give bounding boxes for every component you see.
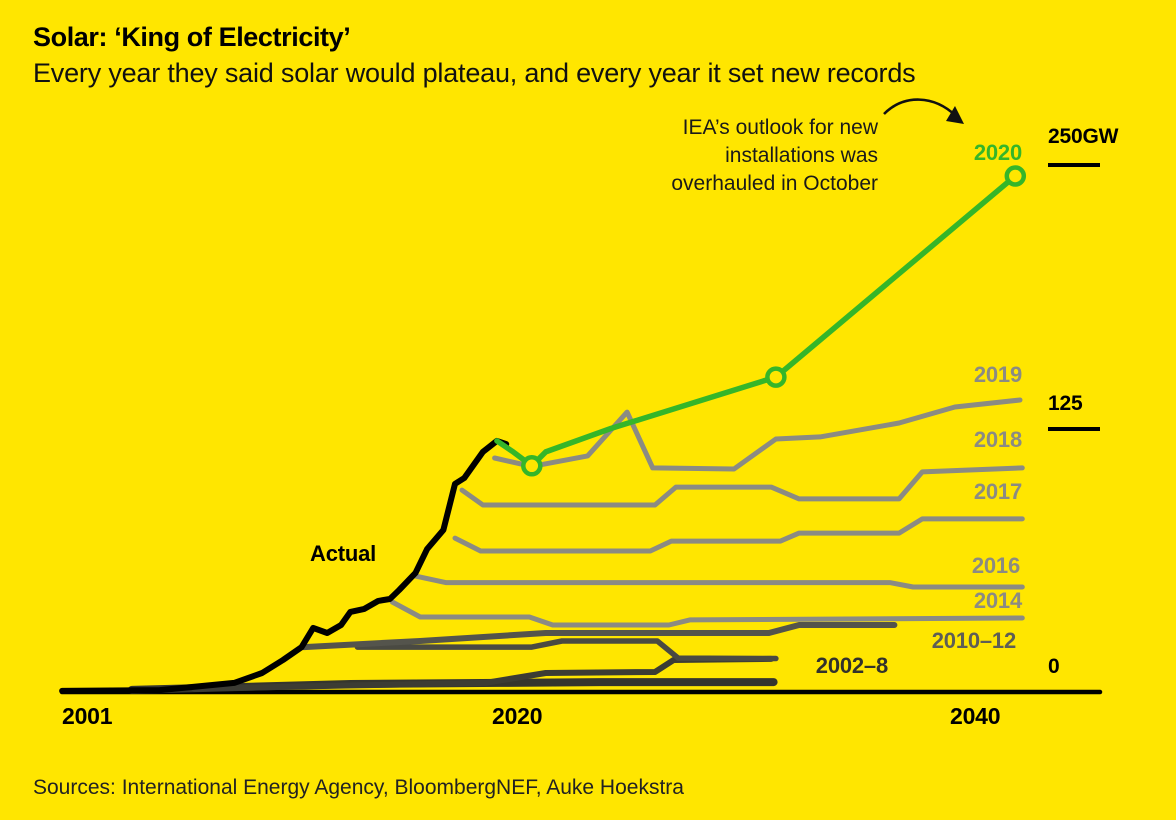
source-note: Sources: International Energy Agency, Bl… [33,776,684,799]
y-axis-label-125: 125 [1048,392,1083,415]
series-line-forecast-2018 [459,465,1025,508]
series-line-forecast-2002-8 [191,655,775,692]
series-line-forecast-2010-12 [300,622,898,651]
curved-arrow-icon [883,98,964,124]
series-line-forecast-2019 [492,397,1023,472]
chart-annotation: IEA’s outlook for new installations was … [671,116,878,195]
series-line-forecast-2020 [494,173,1019,469]
y-axis-label-0: 0 [1048,655,1060,678]
series-line-forecast-2014 [389,599,1025,628]
series-label-2019: 2019 [973,362,1022,387]
series-line-forecast-2017 [452,516,1025,554]
series-label-2020: 2020 [973,140,1022,165]
x-axis-label-2020: 2020 [492,703,543,729]
series-label-2017: 2017 [973,479,1022,504]
series-label-actual: Actual [310,541,377,566]
y-axis-label-250gw: 250GW [1048,125,1119,148]
page-title: Solar: ‘King of Electricity’ [33,22,351,52]
data-point-marker [1004,165,1027,187]
data-point-marker [521,455,543,477]
x-axis-label-2040: 2040 [950,703,1001,729]
series-label-2002-8: 2002–8 [815,653,888,678]
series-label-2014: 2014 [973,588,1022,613]
series-label-2018: 2018 [973,427,1022,452]
series-line-actual [59,437,510,694]
series-layer [59,165,1027,694]
data-point-marker [765,366,787,388]
series-line-forecast-2010-12-b [354,638,779,662]
arrow-head [946,106,964,124]
series-label-2010-12: 2010–12 [931,628,1016,653]
page-subtitle: Every year they said solar would plateau… [33,58,916,88]
arrow-shaft [883,98,957,117]
series-label-2016: 2016 [971,553,1020,578]
x-axis-label-2001: 2001 [62,703,113,729]
series-line-forecast-2016 [413,573,1025,590]
